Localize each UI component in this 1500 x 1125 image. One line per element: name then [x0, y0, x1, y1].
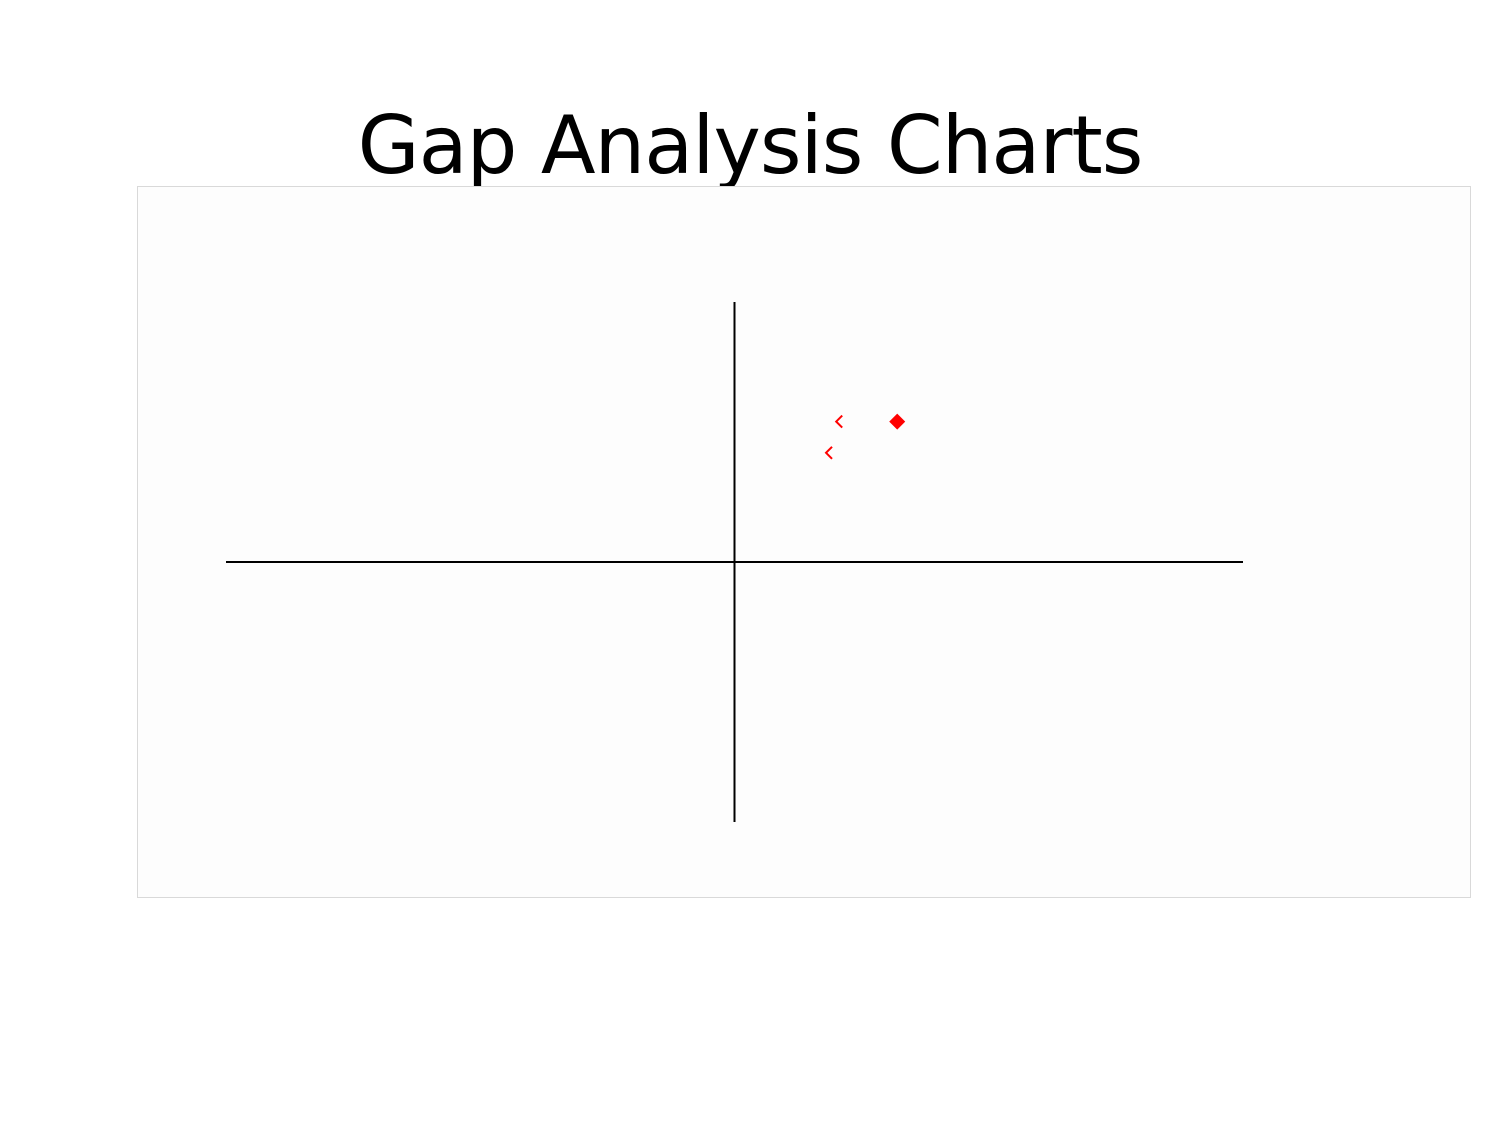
gap-analysis-chart — [137, 186, 1471, 898]
chart-canvas — [226, 302, 1243, 822]
data-point-chevron — [824, 446, 833, 460]
data-point-chevron — [834, 414, 843, 429]
data-point-diamond — [889, 413, 906, 430]
slide-title: Gap Analysis Charts — [357, 99, 1144, 192]
